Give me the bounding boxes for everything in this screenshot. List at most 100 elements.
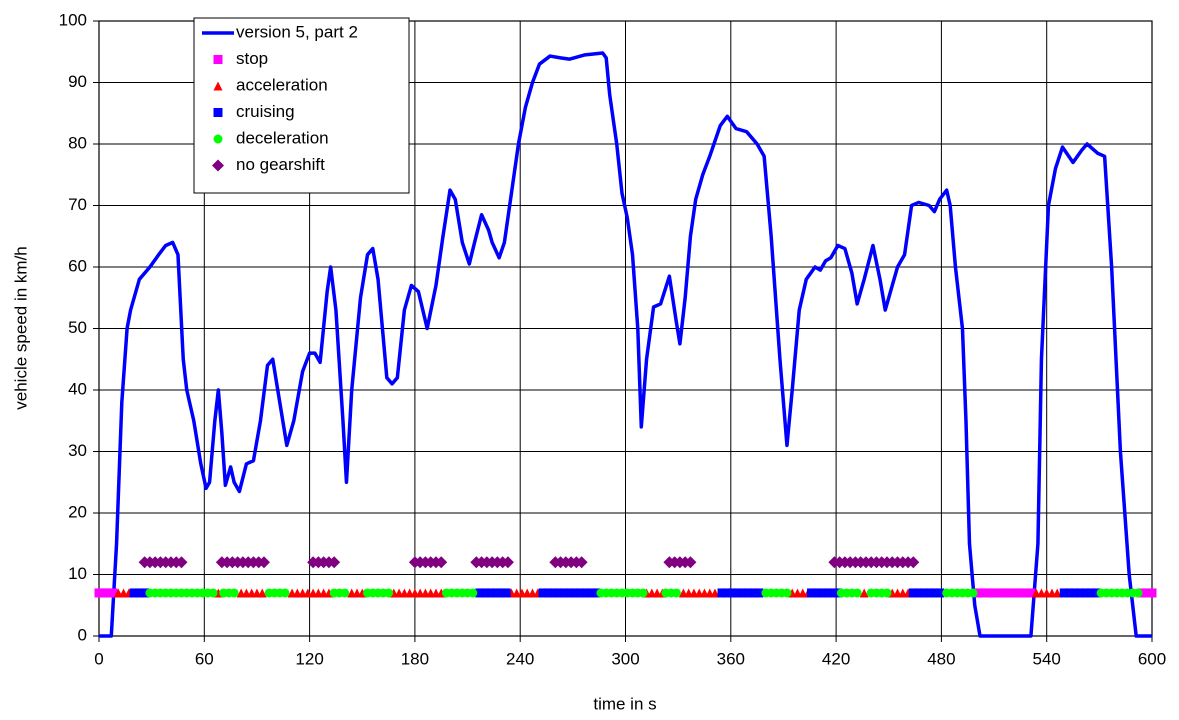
marker — [549, 588, 559, 598]
marker — [108, 588, 118, 598]
y-tick-label: 70 — [68, 195, 87, 214]
marker — [1086, 588, 1096, 598]
marker — [564, 588, 574, 598]
x-tick-label: 180 — [401, 649, 429, 668]
marker — [710, 588, 720, 598]
marker — [782, 588, 792, 598]
marker — [208, 588, 218, 598]
marker — [919, 588, 929, 598]
marker — [140, 588, 150, 598]
y-tick-label: 100 — [59, 10, 87, 29]
marker — [229, 588, 239, 598]
legend-label: acceleration — [236, 75, 328, 94]
marker — [828, 588, 838, 598]
marker — [722, 588, 732, 598]
marker — [717, 588, 727, 598]
marker — [501, 556, 514, 569]
marker — [468, 588, 478, 598]
marker — [935, 588, 945, 598]
marker — [340, 588, 350, 598]
marker — [671, 588, 681, 598]
marker — [929, 588, 939, 598]
marker — [580, 588, 590, 598]
marker — [480, 588, 490, 598]
speed-line — [99, 51, 1152, 638]
x-tick-label: 120 — [295, 649, 323, 668]
x-tick-label: 240 — [506, 649, 534, 668]
marker — [1059, 588, 1069, 598]
marker — [280, 588, 290, 598]
marker — [817, 588, 827, 598]
marker — [907, 556, 920, 569]
plot-frame — [98, 20, 1153, 637]
x-tick-label: 360 — [717, 649, 745, 668]
marker — [1052, 588, 1062, 598]
marker — [384, 588, 394, 598]
marker — [585, 588, 595, 598]
marker — [496, 588, 506, 598]
x-tick-label: 540 — [1033, 649, 1061, 668]
marker — [1070, 588, 1080, 598]
legend-label: stop — [236, 49, 268, 68]
legend-marker — [212, 159, 224, 172]
marker — [807, 588, 817, 598]
marker — [728, 588, 738, 598]
marker — [684, 556, 697, 569]
marker — [1091, 588, 1101, 598]
marker — [924, 588, 934, 598]
marker — [575, 588, 585, 598]
y-tick-label: 10 — [68, 564, 87, 583]
legend-marker — [213, 134, 223, 144]
legend-label: cruising — [236, 102, 295, 121]
marker — [754, 588, 764, 598]
marker — [749, 588, 759, 598]
marker — [994, 588, 1004, 598]
marker — [1133, 588, 1143, 598]
legend-label: no gearshift — [236, 155, 325, 174]
marker — [852, 588, 862, 598]
marker — [1075, 588, 1085, 598]
marker — [914, 588, 924, 598]
marker — [812, 588, 822, 598]
x-tick-label: 600 — [1138, 649, 1166, 668]
marker — [435, 556, 448, 569]
legend-label: deceleration — [236, 128, 329, 147]
marker — [743, 588, 753, 598]
y-tick-label: 50 — [68, 318, 87, 337]
y-tick-label: 80 — [68, 133, 87, 152]
marker — [1015, 588, 1025, 598]
marker — [257, 556, 270, 569]
marker — [908, 588, 918, 598]
marker — [1065, 588, 1075, 598]
marker — [638, 588, 648, 598]
marker — [1005, 588, 1015, 598]
marker — [1010, 588, 1020, 598]
legend: version 5, part 2 stop acceleration cruisin… — [193, 17, 410, 194]
legend-label: version 5, part 2 — [236, 22, 358, 41]
x-axis-label: time in s — [593, 694, 656, 713]
marker — [973, 588, 983, 598]
y-tick-label: 30 — [68, 441, 87, 460]
marker — [175, 556, 188, 569]
marker — [968, 588, 978, 598]
marker — [485, 588, 495, 598]
y-tick-label: 60 — [68, 256, 87, 275]
legend-marker — [213, 108, 223, 117]
legend-box — [193, 17, 410, 194]
marker — [1147, 588, 1157, 598]
y-tick-label: 40 — [68, 379, 87, 398]
x-tick-label: 0 — [94, 649, 103, 668]
marker — [554, 588, 564, 598]
marker — [984, 588, 994, 598]
marker — [570, 588, 580, 598]
marker — [257, 588, 267, 598]
marker — [859, 588, 869, 598]
marker — [129, 588, 139, 598]
marker — [1000, 588, 1010, 598]
marker — [979, 588, 989, 598]
marker — [733, 588, 743, 598]
marker — [538, 588, 548, 598]
legend-marker — [213, 81, 223, 91]
marker — [475, 588, 485, 598]
